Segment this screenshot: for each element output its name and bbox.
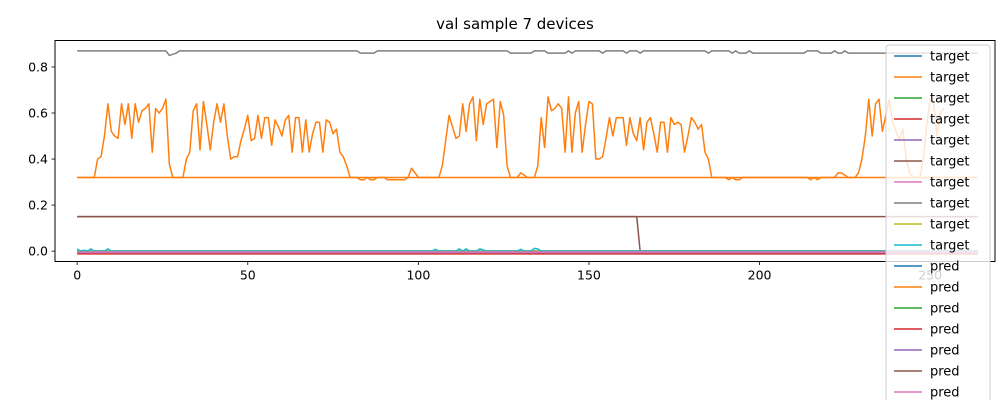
legend-box: [885, 44, 991, 400]
legend-label: pred: [930, 302, 960, 317]
y-tick-label: 0.4: [28, 152, 48, 167]
legend-label: pred: [930, 281, 960, 296]
y-tick-label: 0.0: [28, 244, 48, 259]
legend-label: target: [930, 92, 970, 107]
x-tick-label: 0: [73, 268, 81, 283]
series-line-target-2: [77, 96, 945, 181]
y-tick-label: 0.8: [28, 59, 48, 74]
legend-label: target: [930, 197, 970, 212]
legend-label: target: [930, 134, 970, 149]
axes-frame: [54, 40, 996, 262]
x-tick-label: 100: [406, 268, 430, 283]
legend-label: target: [930, 239, 970, 254]
legend-label: pred: [930, 260, 960, 275]
series-line-target-8: [77, 50, 978, 57]
y-tick-label: 0.2: [28, 198, 48, 213]
legend-label: target: [930, 155, 970, 170]
legend-label: pred: [930, 386, 960, 400]
x-tick-label: 50: [240, 268, 256, 283]
series-line-target-6: [77, 215, 978, 252]
legend-label: target: [930, 50, 970, 65]
legend-label: target: [930, 113, 970, 128]
y-tick-label: 0.6: [28, 106, 48, 121]
legend-label: target: [930, 218, 970, 233]
y-axis: 0.0 0.2 0.4 0.6 0.8: [28, 59, 55, 259]
legend-label: pred: [930, 323, 960, 338]
series-line-target-10: [76, 247, 978, 252]
legend-label: pred: [930, 344, 960, 359]
x-axis: 050100150200250: [73, 261, 942, 283]
legend: target target target target target target targ…: [885, 44, 991, 400]
legend-label: target: [930, 176, 970, 191]
x-tick-label: 200: [748, 268, 772, 283]
chart-title: val sample 7 devices: [436, 15, 594, 33]
x-tick-label: 150: [577, 268, 601, 283]
series-layer: [76, 50, 978, 255]
legend-label: pred: [930, 365, 960, 380]
legend-label: target: [930, 71, 970, 86]
